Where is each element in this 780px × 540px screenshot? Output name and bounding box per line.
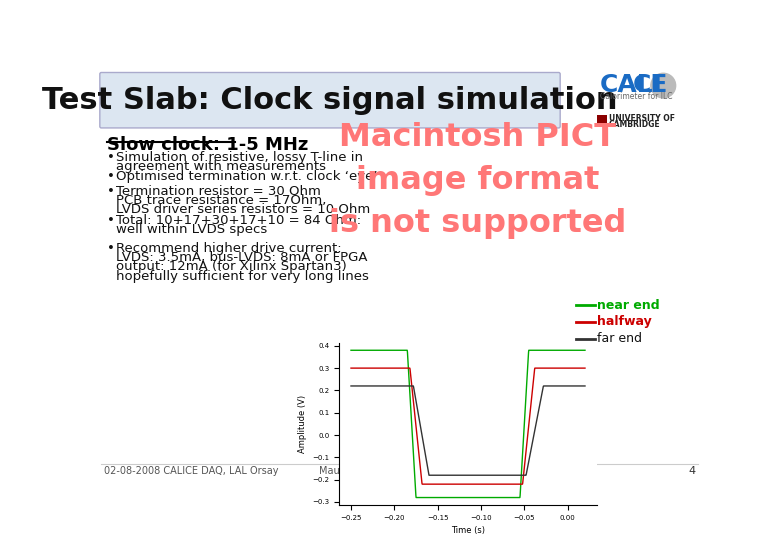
Text: 4: 4 — [689, 465, 696, 476]
Text: •: • — [107, 185, 115, 198]
Text: far end: far end — [597, 333, 643, 346]
Text: halfway: halfway — [597, 315, 652, 328]
Text: Optimised termination w.r.t. clock ‘eye’: Optimised termination w.r.t. clock ‘eye’ — [116, 170, 378, 183]
Text: Slow clock: 1-5 MHz: Slow clock: 1-5 MHz — [107, 136, 308, 154]
Text: Macintosh PICT
image format
is not supported: Macintosh PICT image format is not suppo… — [328, 122, 626, 239]
Text: hopefully sufficient for very long lines: hopefully sufficient for very long lines — [116, 269, 369, 282]
Text: CAMBRIDGE: CAMBRIDGE — [609, 119, 661, 129]
Text: agreement with measurements: agreement with measurements — [116, 160, 326, 173]
Text: LVDS driver series resistors = 10 Ohm: LVDS driver series resistors = 10 Ohm — [116, 204, 370, 217]
FancyBboxPatch shape — [100, 72, 560, 128]
Text: Maurice Goodrick, Bart Hommels: Maurice Goodrick, Bart Hommels — [319, 465, 480, 476]
X-axis label: Time (s): Time (s) — [451, 526, 485, 535]
Text: Recommend higher drive current:: Recommend higher drive current: — [116, 242, 342, 255]
Text: near end: near end — [597, 299, 660, 312]
Text: •: • — [107, 151, 115, 164]
Text: Calorimeter for ILC: Calorimeter for ILC — [600, 92, 672, 101]
Text: 02-08-2008 CALICE DAQ, LAL Orsay: 02-08-2008 CALICE DAQ, LAL Orsay — [104, 465, 278, 476]
Text: output: 12mA (for Xilinx Spartan3): output: 12mA (for Xilinx Spartan3) — [116, 260, 347, 273]
Text: Simulation of resistive, lossy T-line in: Simulation of resistive, lossy T-line in — [116, 151, 363, 164]
Text: •: • — [107, 214, 115, 227]
Y-axis label: Amplitude (V): Amplitude (V) — [298, 395, 307, 453]
Text: CALI: CALI — [600, 73, 662, 97]
Text: Test Slab: Clock signal simulation: Test Slab: Clock signal simulation — [42, 86, 618, 114]
Text: well within LVDS specs: well within LVDS specs — [116, 224, 268, 237]
Text: CE: CE — [633, 73, 668, 97]
Text: LVDS: 3.5mA, bus-LVDS: 8mA or FPGA: LVDS: 3.5mA, bus-LVDS: 8mA or FPGA — [116, 251, 367, 264]
Text: PCB trace resistance = 17Ohm,: PCB trace resistance = 17Ohm, — [116, 194, 327, 207]
Text: •: • — [107, 242, 115, 255]
Circle shape — [651, 73, 675, 98]
Text: UNIVERSITY OF: UNIVERSITY OF — [609, 114, 675, 123]
FancyBboxPatch shape — [597, 115, 607, 124]
Text: Termination resistor = 30 Ohm: Termination resistor = 30 Ohm — [116, 185, 321, 198]
Text: Total: 10+17+30+17+10 = 84 Ohm:: Total: 10+17+30+17+10 = 84 Ohm: — [116, 214, 361, 227]
Text: •: • — [107, 170, 115, 183]
